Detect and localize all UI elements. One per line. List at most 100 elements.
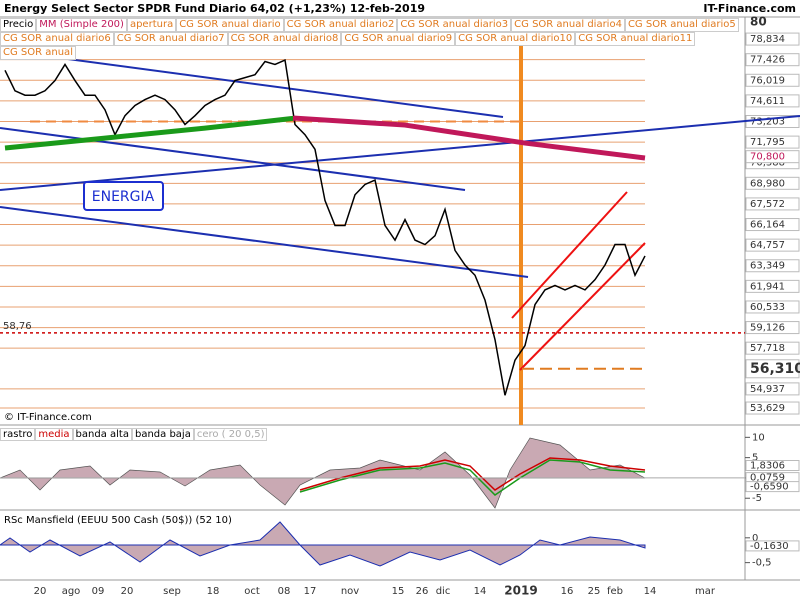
legend-item: CG SOR anual diario5 [624,18,739,32]
legend-item: CG SOR anual [0,46,76,60]
x-tick-label: 17 [304,586,317,597]
value-box [745,540,800,552]
x-tick-label: 18 [207,586,220,597]
trend-line [0,206,529,278]
channel-line [519,242,646,371]
legend-item: CG SOR anual diario6 [0,32,114,46]
legend-item: rastro [0,428,36,441]
x-tick-label: 08 [278,586,291,597]
legend-item: CG SOR anual diario10 [455,32,576,46]
legend: Precio MM (Simple 200) apertura CG SOR anua… [0,18,742,60]
value-box [745,481,800,493]
trend-line [0,115,800,191]
x-tick-label: 15 [392,586,405,597]
y-tick-label: -5 [752,493,762,504]
oscillator-area [0,437,646,509]
tick-box [745,238,800,252]
annotation: ENERGIA [92,189,155,205]
x-tick-label: nov [341,586,359,597]
legend-item: banda baja [131,428,194,441]
tick-box [745,94,800,108]
marker-box [745,359,800,379]
legend-item: media [35,428,73,441]
value-label: -0,6590 [750,482,789,493]
trend-line [0,49,504,118]
tick-box [745,135,800,149]
y-tick-label: 68,980 [750,178,785,189]
x-tick-label: dic [436,586,451,597]
channel-line [511,191,628,319]
legend-item: cero ( 20 0,5) [193,428,268,441]
x-tick-label: oct [244,586,260,597]
legend-item: Precio [0,18,37,32]
x-tick-label: 25 [588,586,601,597]
value-label: 1,8306 [750,460,785,471]
y-tick-label: 71,795 [750,137,785,148]
legend-item: apertura [126,18,177,32]
y-tick-label: 74,611 [750,96,785,107]
y-tick-label: 0 [752,533,758,544]
x-tick-label: 2019 [504,584,537,598]
tick-box [745,218,800,232]
y-tick-label: 60,533 [750,302,785,313]
y-tick-label: 76,019 [750,75,785,86]
legend-item: MM (Simple 200) [36,18,127,32]
x-tick-label: 16 [561,586,574,597]
y-tick-label: 59,126 [750,323,785,334]
y-tick-label: 77,426 [750,55,785,66]
legend-item: CG SOR anual diario11 [575,32,696,46]
tick-box [745,341,800,355]
price-line [4,58,646,396]
marker-label: 58,76 [3,321,32,332]
y-tick-label: -0,5 [752,558,772,569]
value-label: 0,0759 [750,473,785,484]
legend-item: CG SOR anual diario [176,18,284,32]
tick-box [745,321,800,335]
legend-item: CG SOR anual diario2 [283,18,398,32]
y-tick-label: 70,388 [750,158,785,169]
legend-item: CG SOR anual diario8 [227,32,342,46]
y-tick-label: 10 [752,432,765,443]
y-tick-label: 57,718 [750,343,785,354]
trend-line [0,127,466,191]
x-tick-label: 14 [474,586,487,597]
tick-box [745,197,800,211]
y-tick-label: 78,834 [750,34,785,45]
x-tick-label: sep [163,586,181,597]
legend-item: banda alta [72,428,132,441]
marker-label: 56,310 [750,361,800,377]
x-tick-label: 09 [92,586,105,597]
x-tick-label: mar [695,586,716,597]
tick-box [745,32,800,46]
x-tick-label: 26 [416,586,429,597]
legend-item: CG SOR anual diario7 [113,32,228,46]
panel-title: RSc Mansfield (EEUU 500 Cash (50$)) (52 … [4,515,232,526]
tick-box [745,401,800,415]
y-tick-label: 61,941 [750,281,785,292]
annotation-box [83,181,164,211]
y-tick-label: 73,203 [750,116,785,127]
chart-title: Energy Select Sector SPDR Fund Diario 64… [4,2,425,15]
tick-box [745,382,800,396]
x-tick-label: feb [607,586,623,597]
x-tick-label: 14 [644,586,657,597]
y-tick-label: 67,572 [750,199,785,210]
y-tick-label: 54,937 [750,384,785,395]
site-name: IT-Finance.com [703,2,796,15]
y-tick-label: 80 [750,15,767,29]
tick-box [745,73,800,87]
copyright: © IT-Finance.com [4,412,92,423]
legend-item: CG SOR anual diario3 [397,18,512,32]
oscillator-line [299,459,646,496]
value-box [745,459,800,471]
x-tick-label: ago [62,586,81,597]
y-tick-label: 66,164 [750,220,785,231]
tick-box [745,53,800,67]
panel-legend: rastro media banda alta banda baja cero ( 20… [0,428,268,441]
y-tick-label: 64,757 [750,240,785,251]
x-tick-label: 20 [121,586,134,597]
x-tick-label: 20 [34,586,47,597]
moving-average [4,115,646,161]
